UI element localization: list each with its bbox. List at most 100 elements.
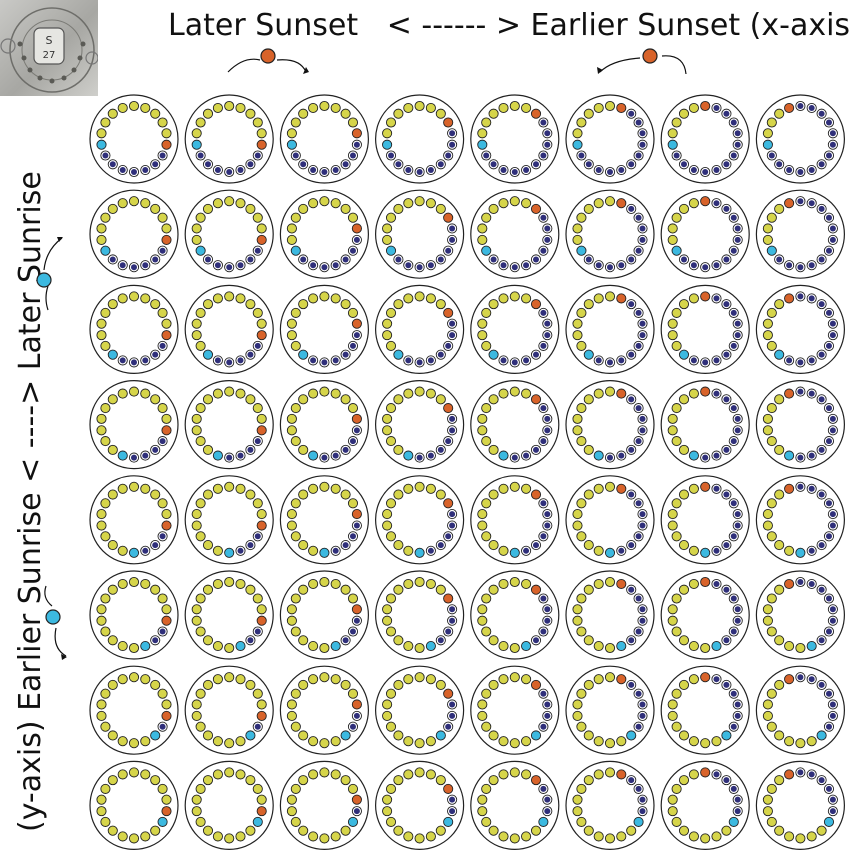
day-dot: [224, 386, 235, 397]
night-dot-core: [349, 723, 356, 730]
sunset-dot: [616, 102, 627, 114]
night-dot-core: [449, 225, 456, 232]
day-dot: [286, 604, 297, 615]
day-dot: [286, 425, 297, 436]
sunrise-dot: [530, 730, 542, 741]
day-dot: [583, 584, 594, 595]
night-dot-core: [797, 264, 804, 271]
night-dot-core: [511, 264, 518, 271]
sunrise-dot: [633, 816, 644, 827]
day-dot: [604, 833, 616, 844]
day-dot: [572, 699, 583, 710]
night-dot-core: [818, 110, 825, 117]
night-dot-core: [437, 256, 444, 263]
night-dot-core: [321, 169, 328, 175]
day-dot: [256, 128, 267, 139]
day-dot: [382, 509, 393, 520]
night-dot-core: [437, 542, 444, 549]
night-dot-core: [544, 522, 551, 529]
day-dot: [711, 736, 722, 747]
night-dot-core: [540, 214, 547, 221]
night-dot-core: [730, 247, 737, 254]
night-dot-core: [578, 152, 585, 159]
night-dot-core: [437, 446, 444, 453]
day-dot: [96, 806, 107, 817]
dial-r7-c7: [755, 760, 845, 850]
night-dot-core: [500, 262, 507, 269]
night-dot-core: [734, 701, 741, 708]
night-dot-core: [585, 161, 592, 168]
dial-r2-c5: [565, 284, 655, 374]
night-dot-core: [713, 547, 720, 554]
day-dot: [700, 833, 711, 844]
night-dot-core: [449, 617, 456, 624]
day-dot: [128, 291, 140, 302]
day-dot: [576, 783, 587, 794]
night-dot-core: [523, 357, 530, 364]
day-dot: [403, 388, 414, 399]
sunrise-dot: [235, 640, 246, 652]
sunset-dot: [256, 425, 267, 436]
day-dot: [583, 203, 594, 214]
day-dot: [481, 340, 492, 351]
night-dot-core: [237, 167, 244, 174]
day-dot: [678, 394, 690, 405]
day-dot: [521, 483, 532, 494]
day-dot: [117, 198, 128, 209]
sunset-dot: [256, 806, 267, 817]
dial-r5-c6: [660, 570, 750, 660]
night-dot-core: [825, 247, 832, 254]
dial-r5-c2: [279, 570, 369, 660]
day-dot: [385, 816, 397, 827]
night-dot-core: [639, 225, 646, 232]
night-dot-core: [204, 161, 211, 168]
day-dot: [157, 593, 168, 604]
day-dot: [290, 721, 301, 732]
day-dot: [403, 578, 414, 590]
dial-r3-c0: [89, 380, 179, 470]
day-dot: [128, 386, 140, 397]
night-dot-core: [690, 167, 697, 174]
day-dot: [330, 293, 341, 304]
night-dot-core: [713, 676, 720, 683]
night-dot-core: [818, 777, 825, 784]
dial-r4-c5: [565, 475, 655, 565]
sunset-marker-left: [260, 48, 276, 64]
day-dot: [521, 102, 532, 114]
night-dot-core: [540, 405, 547, 412]
day-dot: [202, 730, 214, 741]
day-dot: [117, 578, 128, 590]
night-dot-core: [427, 262, 434, 269]
day-dot: [688, 578, 699, 590]
sunset-dot: [161, 710, 172, 721]
night-dot-core: [204, 256, 211, 263]
day-dot: [688, 769, 699, 780]
day-dot: [498, 545, 509, 556]
day-dot: [688, 831, 699, 842]
day-dot: [195, 721, 206, 732]
day-dot: [286, 794, 297, 805]
day-dot: [319, 100, 330, 112]
day-dot: [481, 498, 492, 509]
dial-r4-c2: [279, 475, 369, 565]
night-dot-core: [449, 712, 456, 719]
day-dot: [509, 738, 520, 749]
day-dot: [286, 699, 297, 710]
day-dot: [290, 307, 301, 318]
day-dot: [191, 223, 202, 234]
night-dot-core: [635, 119, 642, 126]
night-dot-core: [797, 769, 804, 776]
night-dot-core: [734, 332, 741, 339]
night-dot-core: [533, 542, 540, 549]
day-dot: [286, 330, 297, 341]
day-dot: [319, 196, 330, 207]
sunset-dot: [700, 672, 711, 683]
day-dot: [157, 498, 168, 509]
night-dot-core: [618, 167, 625, 174]
night-dot-core: [540, 690, 547, 697]
night-dot-core: [723, 777, 730, 784]
night-dot-core: [607, 264, 613, 271]
sunrise-dot: [477, 139, 488, 150]
sunset-dot: [784, 769, 795, 780]
day-dot: [100, 117, 111, 128]
